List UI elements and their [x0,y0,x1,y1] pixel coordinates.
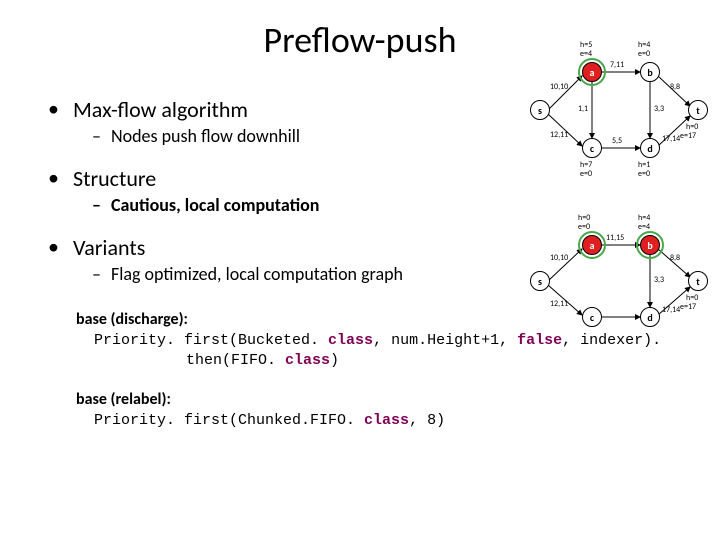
bullet-text: Variants [73,234,145,261]
node-s: s [530,100,550,120]
edge-bt: 8,8 [670,82,680,92]
edge2-ab: 11,15 [606,233,624,243]
bullet-dot-icon: • [48,234,59,260]
keyword-class: class [328,332,373,349]
node-t: t [688,100,708,120]
label-t-e: e=17 [680,131,696,141]
sub-bullet-cautious: – Cautious, local computation [92,194,720,216]
edge-dt: 17,14 [662,134,680,144]
bullet-dot-icon: • [48,165,59,191]
edge-bd: 3,3 [654,104,664,114]
node-d: d [640,307,660,327]
edge2-bt: 8,8 [670,253,680,263]
edge2-dt: 17,14 [662,305,680,315]
sub-bullet-text: Nodes push flow downhill [111,125,300,147]
bullet-text: Structure [73,165,156,192]
graph-diagram-bottom: s a b c d t h=0 e=0 h=4 e=4 h=0 e=17 10,… [530,215,710,345]
edge-ab: 7,11 [610,60,624,70]
graph-edges-svg [530,38,710,178]
highlight-ring-a [578,231,606,259]
dash-icon: – [92,194,101,216]
edge2-bd: 3,3 [654,275,664,285]
node-t: t [688,271,708,291]
label-c-e: e=0 [580,169,592,179]
highlight-ring [578,58,606,86]
code-line-discharge-2: then(FIFO. class) [186,351,720,371]
label2-t-e: e=17 [680,302,696,312]
edge-sa: 10,10 [550,82,568,92]
dash-icon: – [92,263,101,285]
node-d: d [640,138,660,158]
sub-bullet-text: Flag optimized, local computation graph [111,263,403,285]
node-s: s [530,271,550,291]
code-label-relabel: base (relabel): [76,390,171,409]
keyword-class: class [285,352,330,369]
node-c: c [582,307,602,327]
edge2-sa: 10,10 [550,253,568,263]
node-b: b [640,62,660,82]
edge-sc: 12,11 [550,130,568,140]
relabel-block: base (relabel): Priority. first(Chunked.… [76,389,720,431]
label-d-e: e=0 [638,169,650,179]
highlight-ring-b [636,231,664,259]
code-label-discharge: base (discharge): [76,310,188,329]
keyword-class: class [364,412,409,429]
bullet-text: Max-flow algorithm [73,96,248,123]
edge-cd: 5,5 [612,136,622,146]
edge2-sc: 12,11 [550,299,568,309]
label-b-e: e=0 [638,49,650,59]
node-c: c [582,138,602,158]
sub-bullet-text: Cautious, local computation [111,194,319,216]
dash-icon: – [92,125,101,147]
code-line-relabel-1: Priority. first(Chunked.FIFO. class, 8) [94,411,720,431]
graph-diagram-top: s a b c d t h=5 e=4 h=4 e=0 h=7 e=0 h=1 … [530,38,710,178]
edge-ac: 1,1 [578,104,588,114]
bullet-dot-icon: • [48,96,59,122]
